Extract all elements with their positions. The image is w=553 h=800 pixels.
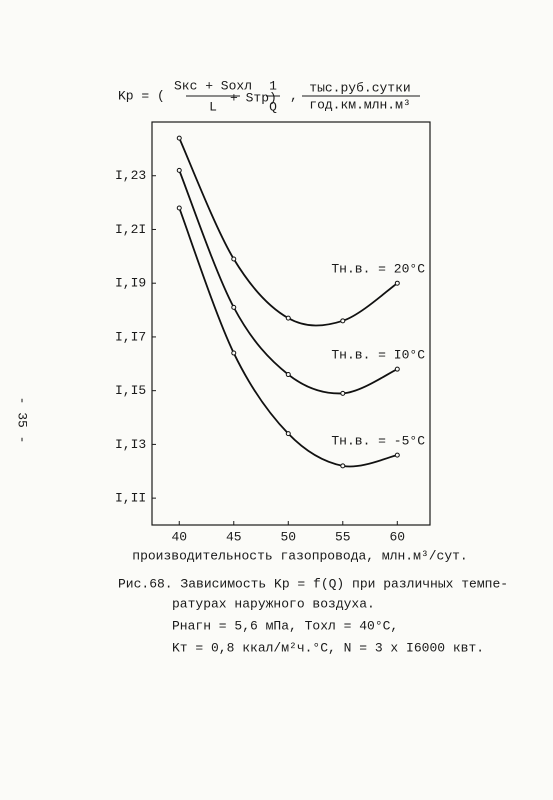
formula-den: L — [209, 99, 217, 114]
series-line — [178, 207, 398, 468]
y-tick-label: I,I3 — [115, 437, 146, 452]
data-point — [394, 280, 400, 286]
formula-num: 1 — [269, 78, 277, 93]
formula-num: Sкс + Sохл — [174, 78, 252, 93]
data-point — [176, 135, 182, 141]
y-tick-label: I,II — [115, 491, 146, 506]
formula-mid: + Sтр) — [230, 90, 277, 105]
data-point — [394, 452, 400, 458]
data-point — [340, 390, 346, 396]
units-num: тыс.руб.сутки — [309, 80, 410, 95]
series-label: Tн.в. = I0°C — [331, 348, 425, 363]
page-number: - 35 - — [15, 397, 30, 444]
x-tick-label: 55 — [335, 529, 351, 544]
formula-den: Q — [269, 99, 277, 114]
series-label: Tн.в. = 20°C — [331, 262, 425, 277]
x-axis-label: производительность газопровода, млн.м³/с… — [132, 548, 467, 563]
caption-line: ратурах наружного воздуха. — [172, 596, 375, 611]
data-point — [231, 350, 237, 356]
plot-frame — [151, 121, 431, 526]
formula-lhs: Kр = ( — [118, 88, 165, 103]
series-line — [178, 170, 398, 395]
data-point — [231, 304, 237, 310]
x-tick-label: 45 — [226, 529, 242, 544]
caption-line: Pнагн = 5,6 мПа, Tохл = 40°C, — [172, 618, 398, 633]
data-point — [231, 256, 237, 262]
caption-line: Kт = 0,8 ккал/м²ч.°C, N = 3 x I6000 квт. — [172, 640, 484, 655]
data-point — [340, 463, 346, 469]
y-tick-label: I,23 — [115, 168, 146, 183]
data-point — [176, 205, 182, 211]
data-point — [285, 315, 291, 321]
units-den: год.км.млн.м³ — [309, 97, 410, 112]
data-point — [285, 372, 291, 378]
x-tick-label: 40 — [171, 529, 187, 544]
y-tick-label: I,I7 — [115, 329, 146, 344]
y-tick-label: I,I5 — [115, 383, 146, 398]
series-line — [178, 137, 398, 327]
y-tick-label: I,2I — [115, 222, 146, 237]
formula-comma: , — [290, 88, 298, 103]
x-tick-label: 50 — [280, 529, 296, 544]
series-label: Tн.в. = -5°C — [331, 434, 425, 449]
data-point — [340, 318, 346, 324]
caption-line: Рис.68. Зависимость Kр = f(Q) при различ… — [118, 576, 508, 591]
data-point — [285, 431, 291, 437]
x-tick-label: 60 — [389, 529, 405, 544]
data-point — [176, 167, 182, 173]
y-tick-label: I,I9 — [115, 276, 146, 291]
data-point — [394, 366, 400, 372]
